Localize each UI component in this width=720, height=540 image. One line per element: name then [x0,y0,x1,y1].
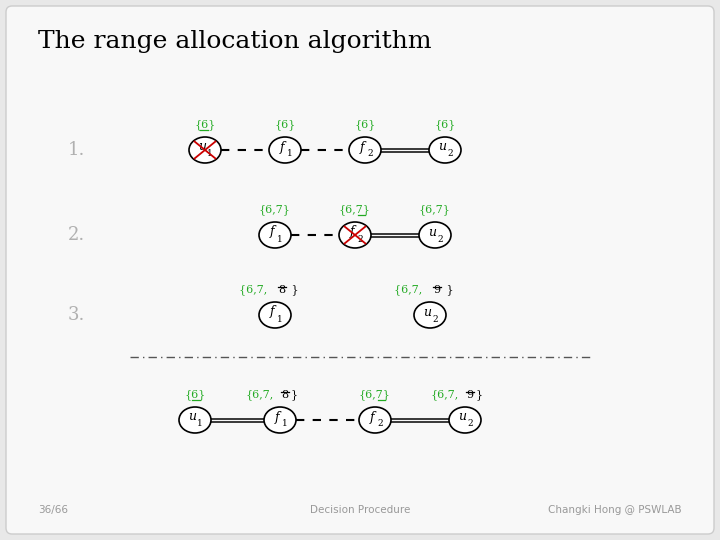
Ellipse shape [339,222,371,248]
Ellipse shape [419,222,451,248]
Text: f: f [275,410,279,423]
Text: 1: 1 [197,420,203,429]
Text: {6}: {6} [434,119,456,130]
Text: }: } [476,389,483,400]
Text: 2: 2 [437,234,443,244]
Ellipse shape [179,407,211,433]
Ellipse shape [414,302,446,328]
Text: {6,7,: {6,7, [395,284,426,295]
Text: u: u [428,226,436,239]
Text: 8: 8 [282,390,289,400]
Text: {6}: {6} [354,119,376,130]
Text: 2: 2 [432,314,438,323]
Text: f: f [270,226,274,239]
Text: 9: 9 [467,390,474,400]
Text: 2.: 2. [68,226,85,244]
Text: f: f [270,306,274,319]
Text: 2: 2 [377,420,383,429]
Text: {6,7,: {6,7, [431,389,459,400]
Text: {6}: {6} [194,119,216,130]
Text: The range allocation algorithm: The range allocation algorithm [38,30,431,53]
Ellipse shape [264,407,296,433]
Text: 36/66: 36/66 [38,505,68,515]
Text: u: u [188,410,196,423]
Text: 2: 2 [447,150,453,159]
Ellipse shape [259,302,291,328]
Text: 1: 1 [287,150,293,159]
Text: 8: 8 [279,285,286,295]
Text: }: } [443,284,454,295]
Text: Changki Hong @ PSWLAB: Changki Hong @ PSWLAB [549,505,682,515]
Text: 9: 9 [433,285,441,295]
Text: u: u [458,410,466,423]
Text: 2: 2 [367,150,373,159]
Text: 2: 2 [467,420,473,429]
Ellipse shape [269,137,301,163]
Text: {6}: {6} [274,119,296,130]
Text: {6}: {6} [184,389,206,400]
Text: 1: 1 [277,314,283,323]
Text: 3.: 3. [68,306,86,324]
Ellipse shape [429,137,461,163]
Text: {6,7}: {6,7} [259,204,291,215]
Text: }: } [291,389,298,400]
Text: f: f [279,140,284,153]
Text: f: f [369,410,374,423]
Text: 2: 2 [357,234,363,244]
Text: {6,7,: {6,7, [246,389,274,400]
Text: 1: 1 [282,420,288,429]
Text: 1: 1 [277,234,283,244]
Ellipse shape [259,222,291,248]
Text: }: } [288,284,299,295]
Ellipse shape [359,407,391,433]
Ellipse shape [349,137,381,163]
Text: u: u [198,140,206,153]
Text: u: u [423,306,431,319]
FancyBboxPatch shape [6,6,714,534]
Text: f: f [350,226,354,239]
Text: {6,7}: {6,7} [419,204,451,215]
Ellipse shape [189,137,221,163]
Text: {6,7}: {6,7} [359,389,391,400]
Text: u: u [438,140,446,153]
Text: 1.: 1. [68,141,86,159]
Text: {6,7}: {6,7} [339,204,371,215]
Text: 1: 1 [207,150,213,159]
Text: {6,7,: {6,7, [239,284,271,295]
Ellipse shape [449,407,481,433]
Text: Decision Procedure: Decision Procedure [310,505,410,515]
Text: f: f [360,140,364,153]
